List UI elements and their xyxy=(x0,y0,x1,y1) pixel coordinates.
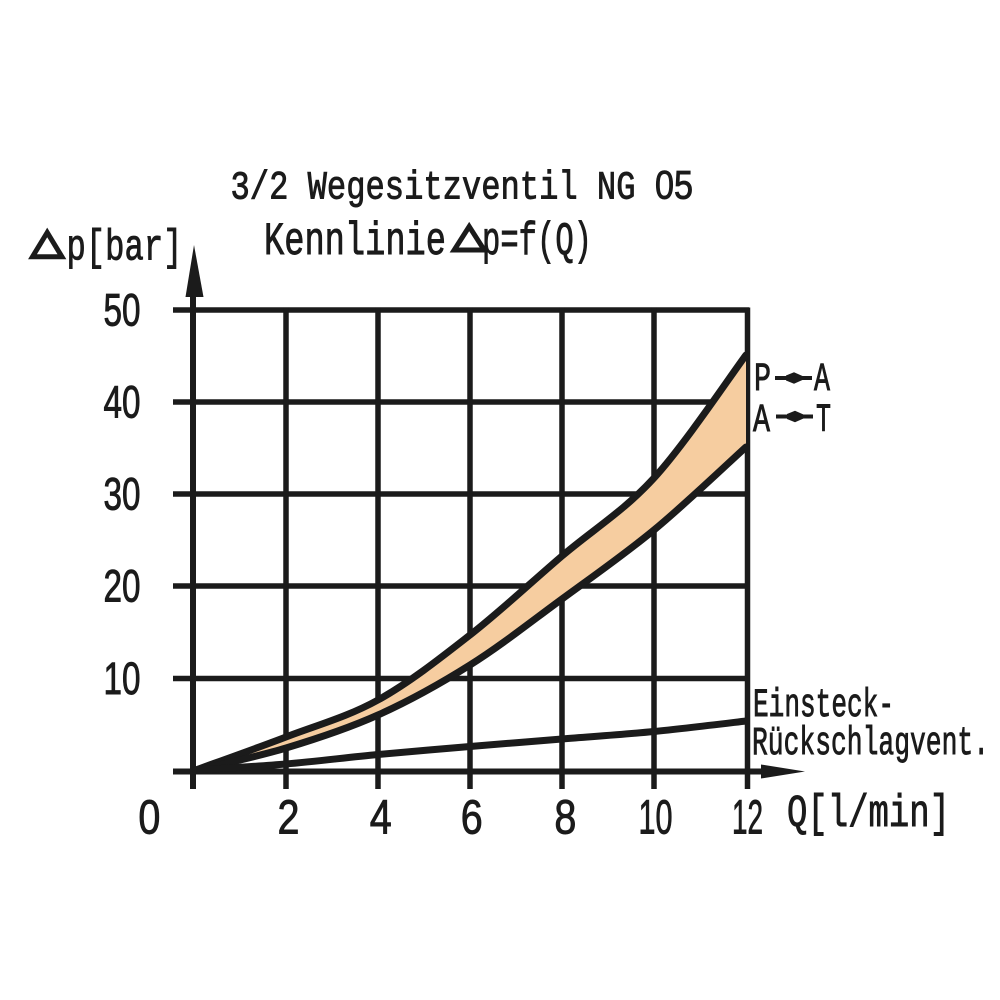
svg-text:Kennlinie: Kennlinie xyxy=(264,216,446,268)
svg-text:A: A xyxy=(753,399,770,444)
svg-text:4: 4 xyxy=(370,792,392,845)
svg-text:50: 50 xyxy=(104,285,141,336)
svg-text:A: A xyxy=(814,358,830,403)
svg-text:p=f(Q): p=f(Q) xyxy=(482,216,592,268)
svg-text:10: 10 xyxy=(104,653,141,704)
svg-text:40: 40 xyxy=(104,377,141,428)
svg-text:Einsteck-: Einsteck- xyxy=(753,684,894,729)
svg-text:T: T xyxy=(816,399,831,444)
svg-text:6: 6 xyxy=(461,792,483,845)
svg-text:10: 10 xyxy=(639,792,673,845)
svg-text:3/2 Wegesitzventil NG: 3/2 Wegesitzventil NG xyxy=(231,167,636,212)
svg-text:0: 0 xyxy=(138,792,160,845)
svg-text:12: 12 xyxy=(732,792,763,845)
svg-text:p[bar]: p[bar] xyxy=(67,224,183,274)
svg-text:30: 30 xyxy=(104,469,141,520)
svg-text:20: 20 xyxy=(104,561,141,612)
svg-text:Rückschlagvent.: Rückschlagvent. xyxy=(752,722,989,767)
svg-text:Q[l/min]: Q[l/min] xyxy=(787,789,950,840)
svg-text:P: P xyxy=(754,358,771,403)
svg-text:8: 8 xyxy=(554,792,576,845)
svg-text:05: 05 xyxy=(655,164,693,208)
svg-text:2: 2 xyxy=(278,792,300,845)
